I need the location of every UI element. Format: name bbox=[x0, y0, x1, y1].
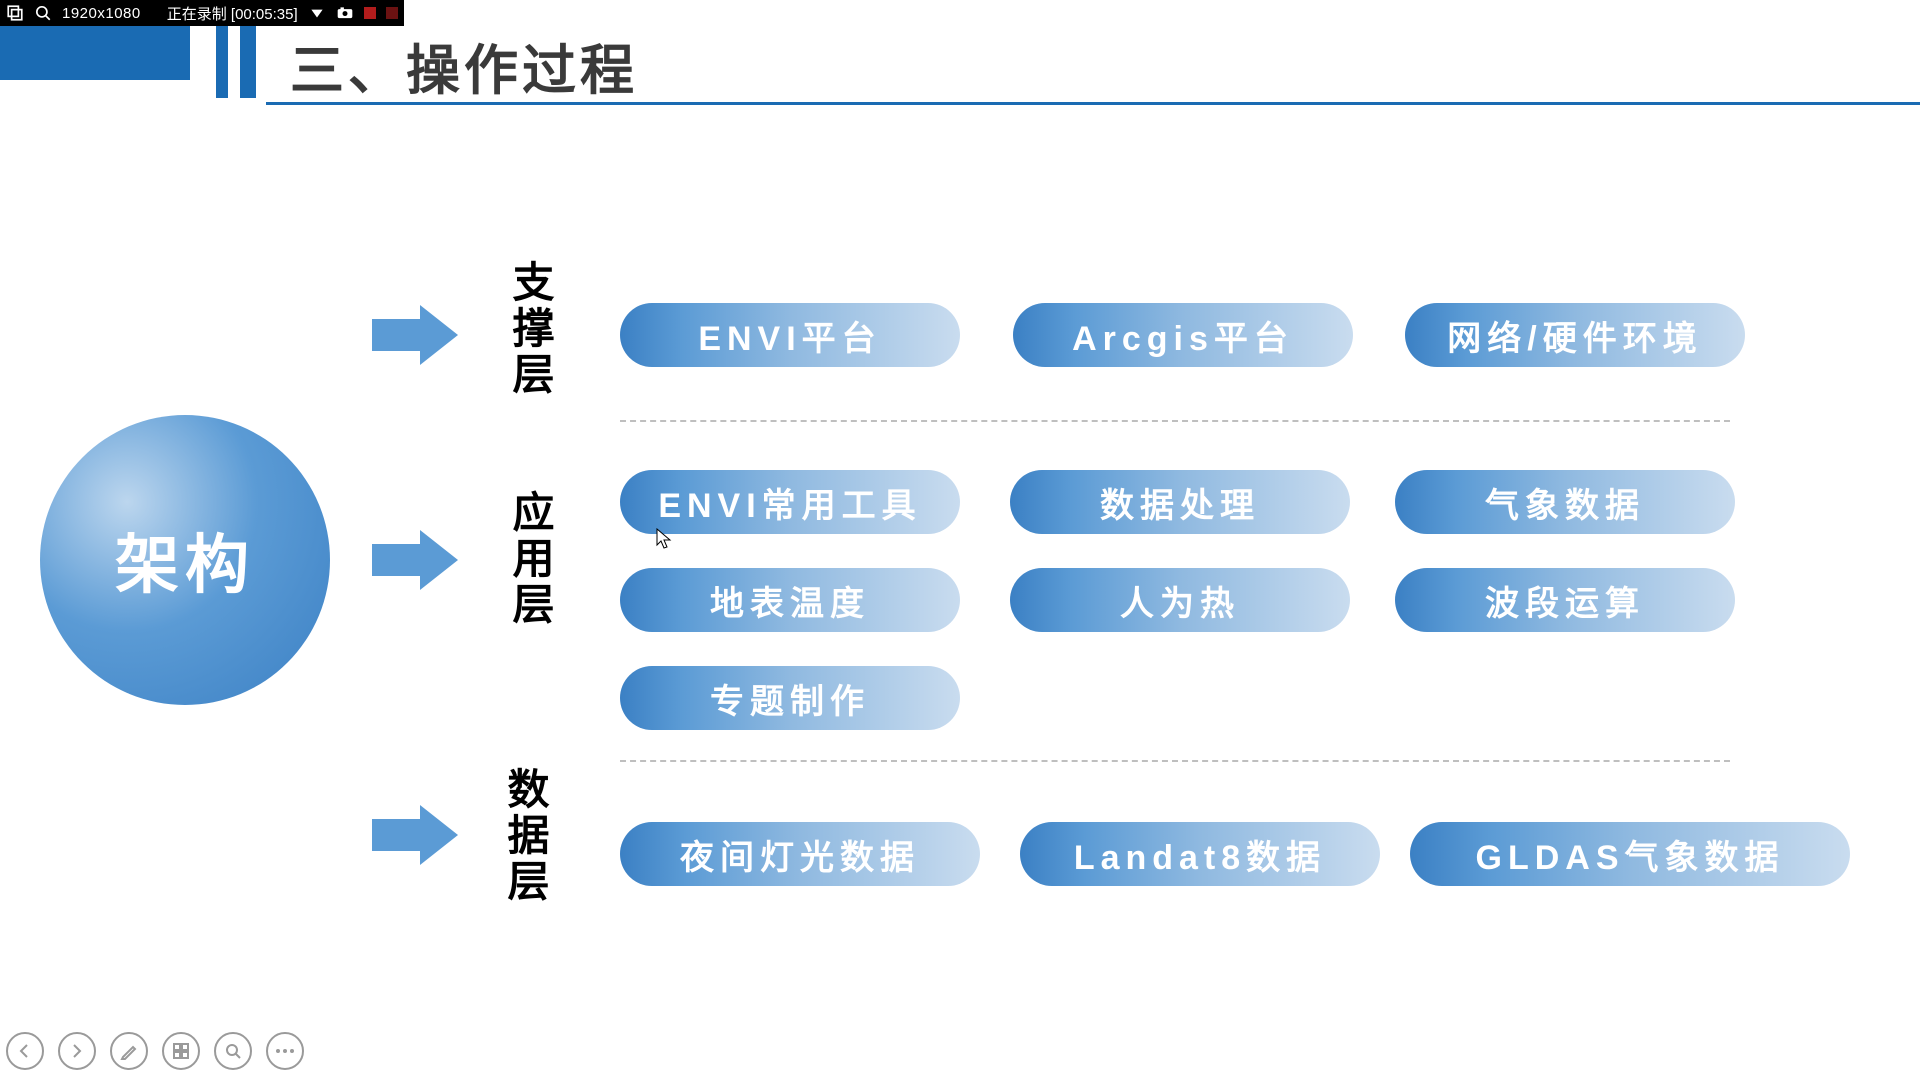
zoom-button[interactable] bbox=[214, 1032, 252, 1070]
title-accent-bar-2 bbox=[240, 22, 256, 98]
architecture-diagram: 架构 支撑层 ENVI平台 Arcgis平台 网络/硬件环境应用层 ENVI常用工具 数据处… bbox=[0, 110, 1920, 1020]
layer-label-data: 数据层 bbox=[495, 767, 556, 905]
hub-label: 架构 bbox=[115, 514, 255, 606]
pill-support: ENVI平台 bbox=[620, 303, 960, 367]
pill-data: 夜间灯光数据 bbox=[620, 822, 980, 886]
arrow-icon bbox=[372, 530, 462, 590]
popout-icon[interactable] bbox=[6, 4, 24, 22]
title-accent-block bbox=[0, 22, 190, 80]
all-slides-button[interactable] bbox=[162, 1032, 200, 1070]
pill-application: 数据处理 bbox=[1010, 470, 1350, 534]
pill-application: 波段运算 bbox=[1395, 568, 1735, 632]
record-indicator-icon[interactable] bbox=[364, 7, 376, 19]
title-band: 三、操作过程 bbox=[0, 22, 1920, 107]
pill-label: GLDAS气象数据 bbox=[1476, 830, 1785, 879]
recording-toolbar: 1920x1080 正在录制 [00:05:35] bbox=[0, 0, 404, 26]
camera-icon[interactable] bbox=[336, 4, 354, 22]
arrow-icon bbox=[372, 805, 462, 865]
resolution-text: 1920x1080 bbox=[62, 5, 141, 22]
dropdown-icon[interactable] bbox=[308, 4, 326, 22]
title-accent-bar-1 bbox=[216, 22, 228, 98]
title-underline bbox=[266, 102, 1920, 105]
hub-circle: 架构 bbox=[40, 415, 330, 705]
pill-label: Landat8数据 bbox=[1074, 830, 1326, 879]
pill-label: 气象数据 bbox=[1485, 478, 1645, 527]
cursor-icon bbox=[656, 528, 672, 550]
magnify-icon[interactable] bbox=[34, 4, 52, 22]
pill-label: ENVI常用工具 bbox=[658, 478, 921, 527]
next-slide-button[interactable] bbox=[58, 1032, 96, 1070]
page-title: 三、操作过程 bbox=[290, 26, 638, 105]
presenter-toolbar bbox=[6, 1032, 304, 1070]
pill-application: 专题制作 bbox=[620, 666, 960, 730]
pill-data: GLDAS气象数据 bbox=[1410, 822, 1850, 886]
layer-divider bbox=[620, 420, 1730, 422]
layer-label-support: 支撑层 bbox=[500, 260, 561, 398]
arrow-icon bbox=[372, 305, 462, 365]
pill-label: 人为热 bbox=[1120, 576, 1240, 625]
layer-divider bbox=[620, 760, 1730, 762]
pill-application: ENVI常用工具 bbox=[620, 470, 960, 534]
pill-data: Landat8数据 bbox=[1020, 822, 1380, 886]
pill-label: ENVI平台 bbox=[698, 311, 881, 360]
pill-label: 数据处理 bbox=[1100, 478, 1260, 527]
pill-label: Arcgis平台 bbox=[1072, 311, 1294, 360]
pen-button[interactable] bbox=[110, 1032, 148, 1070]
pill-application: 人为热 bbox=[1010, 568, 1350, 632]
pill-label: 专题制作 bbox=[710, 674, 870, 723]
pill-label: 网络/硬件环境 bbox=[1447, 311, 1702, 360]
stop-indicator-icon[interactable] bbox=[386, 7, 398, 19]
pill-application: 气象数据 bbox=[1395, 470, 1735, 534]
prev-slide-button[interactable] bbox=[6, 1032, 44, 1070]
recording-status-text: 正在录制 [00:05:35] bbox=[167, 3, 298, 24]
more-button[interactable] bbox=[266, 1032, 304, 1070]
pill-label: 地表温度 bbox=[710, 576, 870, 625]
layer-label-application: 应用层 bbox=[500, 490, 561, 628]
pill-application: 地表温度 bbox=[620, 568, 960, 632]
pill-support: 网络/硬件环境 bbox=[1405, 303, 1745, 367]
pill-support: Arcgis平台 bbox=[1013, 303, 1353, 367]
pill-label: 夜间灯光数据 bbox=[680, 830, 920, 879]
pill-label: 波段运算 bbox=[1485, 576, 1645, 625]
